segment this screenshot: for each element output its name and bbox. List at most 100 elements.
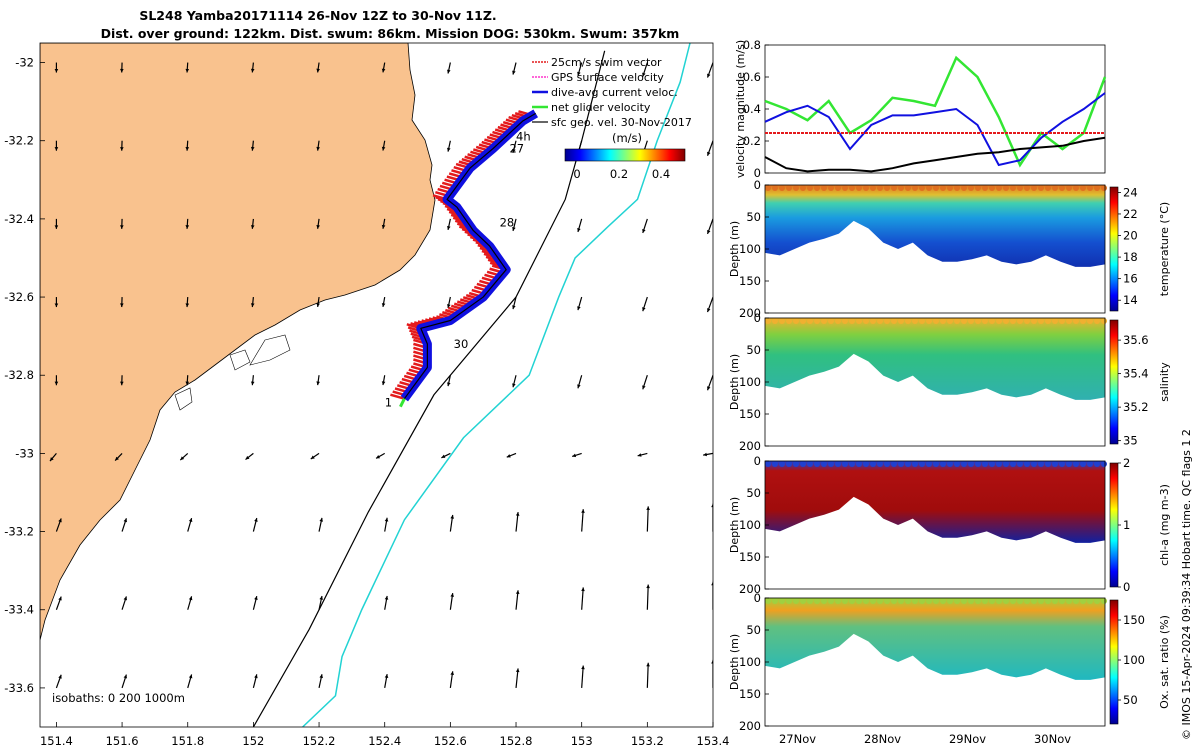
time-tick-label: 30Nov [1034, 732, 1071, 746]
surface-sample-dot [989, 461, 995, 467]
surface-sample-dot [1073, 461, 1079, 467]
surface-sample-dot [1087, 461, 1093, 467]
colorbar-tick-label: 50 [1123, 693, 1138, 707]
velocity-ylabel: velocity magnitude (m/s) [734, 40, 747, 178]
time-tick-label: 27Nov [779, 732, 816, 746]
surface-sample-dot [982, 598, 988, 604]
velocity-y-tick-label: 0.4 [743, 102, 761, 116]
surface-sample-dot [989, 318, 995, 324]
section-colorbar [1109, 186, 1119, 312]
surface-sample-dot [1017, 318, 1023, 324]
surface-sample-dot [1038, 461, 1044, 467]
surface-sample-dot [919, 185, 925, 191]
surface-sample-dot [884, 461, 890, 467]
surface-sample-dot [1010, 185, 1016, 191]
current-vector [54, 297, 59, 308]
surface-sample-dot [968, 461, 974, 467]
surface-sample-dot [772, 318, 778, 324]
current-vector [49, 453, 57, 462]
surface-sample-dot [954, 598, 960, 604]
current-vector [447, 62, 451, 74]
surface-sample-dot [807, 185, 813, 191]
current-vector [310, 452, 320, 460]
depth-ylabel: Depth (m) [728, 354, 741, 410]
current-vector [318, 674, 323, 689]
surface-sample-dot [1073, 185, 1079, 191]
current-vector [642, 62, 648, 77]
surface-sample-dot [1017, 461, 1023, 467]
surface-sample-dot [786, 461, 792, 467]
current-vector [250, 62, 255, 73]
current-vector [642, 218, 648, 234]
section-panel-2: 0 50 100 150 200 Depth (m) 35 35.2 35.4 35.6 salin… [728, 311, 1171, 453]
current-vector [114, 452, 123, 462]
surface-sample-dot [996, 598, 1002, 604]
current-vector [55, 674, 62, 689]
surface-sample-dot [1003, 185, 1009, 191]
colorbar-tick-label: 22 [1123, 207, 1138, 221]
section-data-fill [765, 598, 1105, 680]
surface-sample-dot [933, 461, 939, 467]
surface-sample-dot [1073, 318, 1079, 324]
depth-tick-label: 100 [739, 375, 761, 389]
surface-sample-dot [954, 461, 960, 467]
surface-sample-dot [1017, 598, 1023, 604]
current-vector [318, 595, 323, 610]
surface-sample-dot [786, 318, 792, 324]
surface-sample-dot [863, 318, 869, 324]
depth-tick-label: 0 [754, 454, 761, 468]
surface-sample-dot [884, 185, 890, 191]
depth-tick-label: 50 [746, 343, 761, 357]
map-x-tick-label: 151.8 [171, 734, 204, 748]
depth-tick-label: 150 [739, 687, 761, 701]
surface-sample-dot [849, 185, 855, 191]
section-panel-3: 0 50 100 150 200 Depth (m) 0 1 2 chl-a (mg m-3) [728, 454, 1171, 596]
surface-sample-dot [765, 318, 771, 324]
current-vector [250, 296, 255, 308]
surface-sample-dot [870, 598, 876, 604]
surface-sample-dot [1080, 598, 1086, 604]
surface-sample-dot [1024, 185, 1030, 191]
map-y-tick-label: -32.4 [4, 212, 34, 226]
current-vector [706, 218, 713, 235]
current-vector [316, 296, 320, 308]
surface-sample-dot [1094, 318, 1100, 324]
depth-ylabel: Depth (m) [728, 221, 741, 277]
surface-sample-dot [1059, 318, 1065, 324]
current-vector [381, 62, 386, 73]
current-vector [515, 590, 520, 610]
surface-sample-dot [779, 185, 785, 191]
day-label: 4h [516, 130, 531, 144]
colorbar-tick-label: 100 [1123, 653, 1145, 667]
colorbar-tick-label: 35.6 [1123, 333, 1149, 347]
current-vector [54, 62, 59, 73]
surface-sample-dot [898, 185, 904, 191]
surface-sample-dot [968, 318, 974, 324]
map-x-tick-label: 151.4 [40, 734, 73, 748]
surface-sample-dot [786, 598, 792, 604]
map-colorbar: (m/s) 0 0.2 0.4 [564, 131, 686, 181]
surface-sample-dot [814, 185, 820, 191]
surface-sample-dot [1031, 318, 1037, 324]
map-x-ticks: 151.4 151.6 151.8 152 152.2 152.4 152.6 152.8 15… [40, 722, 729, 748]
current-vector [179, 452, 189, 461]
surface-sample-dot [933, 185, 939, 191]
surface-sample-dot [1017, 185, 1023, 191]
current-vector [637, 452, 648, 457]
section-data-fill [765, 461, 1105, 543]
surface-sample-dot [863, 598, 869, 604]
surface-sample-dot [807, 461, 813, 467]
surface-sample-dot [947, 461, 953, 467]
surface-sample-dot [926, 461, 932, 467]
map-frame [39, 42, 714, 728]
surface-sample-dot [1024, 318, 1030, 324]
surface-sample-dot [982, 318, 988, 324]
surface-sample-dot [1101, 318, 1107, 324]
surface-sample-dot [1052, 598, 1058, 604]
surface-sample-dot [891, 598, 897, 604]
surface-sample-dot [828, 185, 834, 191]
surface-sample-dot [842, 461, 848, 467]
surface-sample-dot [1087, 185, 1093, 191]
depth-ylabel: Depth (m) [728, 497, 741, 553]
